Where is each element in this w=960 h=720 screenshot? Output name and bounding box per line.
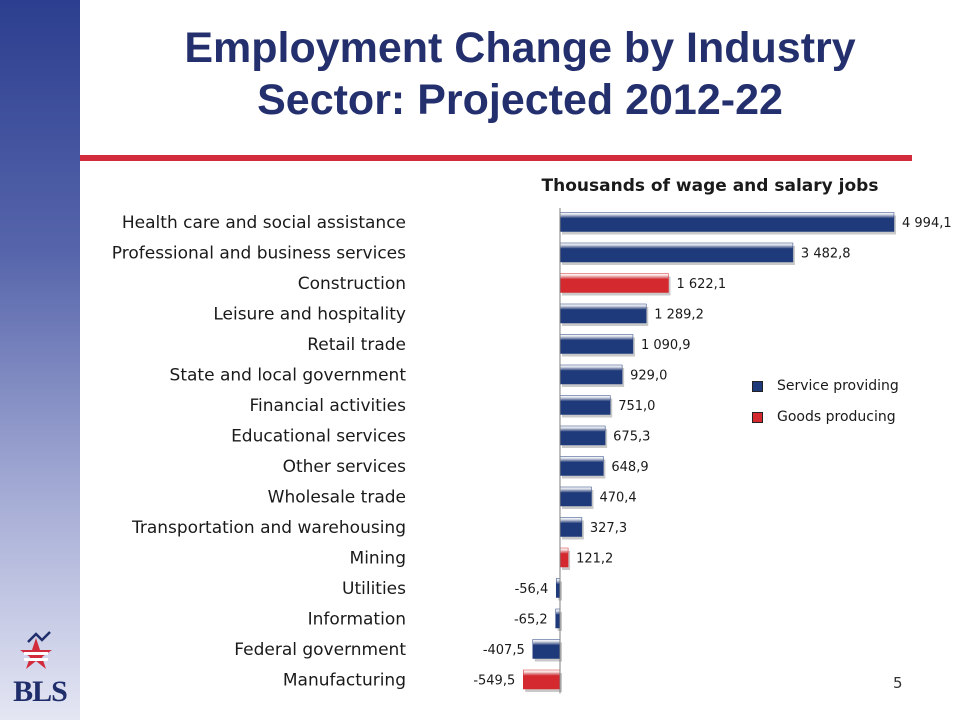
chart-legend: Service providing Goods producing bbox=[752, 376, 899, 438]
data-label: -549,5 bbox=[473, 674, 515, 689]
bar-goods bbox=[523, 669, 561, 690]
bar-service bbox=[559, 212, 895, 232]
category-label: Retail trade bbox=[307, 335, 406, 355]
category-label: Utilities bbox=[342, 579, 406, 599]
data-label: 470,4 bbox=[599, 491, 636, 506]
title-line-1: Employment Change by Industry bbox=[184, 24, 856, 72]
data-label: 648,9 bbox=[611, 460, 648, 475]
legend-label-goods: Goods producing bbox=[777, 409, 896, 425]
bls-star-icon bbox=[20, 631, 52, 669]
title-rule bbox=[80, 155, 912, 161]
title-line-2: Sector: Projected 2012-22 bbox=[257, 76, 783, 124]
data-label: -65,2 bbox=[514, 613, 548, 628]
legend-item-service: Service providing bbox=[752, 376, 899, 396]
bar-goods bbox=[559, 273, 669, 293]
data-label: 675,3 bbox=[613, 430, 650, 445]
data-label: 3 482,8 bbox=[801, 247, 851, 262]
bar-service bbox=[559, 517, 583, 537]
bar-service bbox=[559, 456, 604, 476]
bar-goods bbox=[559, 547, 569, 568]
bls-logo-text: BLS bbox=[13, 675, 68, 708]
bar-service bbox=[559, 334, 634, 354]
category-label: Construction bbox=[298, 274, 406, 294]
category-label: Professional and business services bbox=[112, 244, 406, 264]
bar-service bbox=[559, 395, 611, 415]
bar-service bbox=[559, 242, 794, 263]
category-label: Educational services bbox=[231, 427, 406, 447]
category-label: Mining bbox=[350, 549, 406, 569]
category-label: Manufacturing bbox=[283, 671, 406, 691]
data-label: 4 994,1 bbox=[902, 216, 952, 231]
legend-swatch-service bbox=[752, 380, 763, 392]
data-label: 327,3 bbox=[590, 521, 627, 536]
bar-service bbox=[555, 608, 561, 629]
legend-label-service: Service providing bbox=[777, 378, 899, 394]
data-label: 1 090,9 bbox=[641, 338, 691, 353]
page-number: 5 bbox=[893, 674, 903, 692]
data-label: -56,4 bbox=[515, 582, 549, 597]
side-band bbox=[0, 0, 80, 720]
category-label: Federal government bbox=[234, 640, 406, 660]
data-label: 929,0 bbox=[630, 369, 667, 384]
data-label: 751,0 bbox=[618, 399, 655, 414]
bar-service bbox=[559, 303, 647, 324]
data-label: 1 622,1 bbox=[676, 277, 726, 292]
data-label: 1 289,2 bbox=[654, 308, 704, 323]
data-label: 121,2 bbox=[576, 552, 613, 567]
bar-service bbox=[532, 639, 561, 659]
category-label: Leisure and hospitality bbox=[213, 305, 406, 325]
data-label: -407,5 bbox=[483, 643, 525, 658]
bar-service bbox=[559, 486, 592, 507]
legend-item-goods: Goods producing bbox=[752, 407, 899, 427]
slide-title: Employment Change by Industry Sector: Pr… bbox=[80, 22, 960, 126]
bar-service bbox=[559, 425, 606, 446]
category-label: State and local government bbox=[170, 366, 407, 386]
category-label: Wholesale trade bbox=[268, 488, 406, 508]
legend-swatch-goods bbox=[752, 411, 763, 423]
bar-service bbox=[559, 364, 623, 385]
bar-service bbox=[555, 578, 561, 598]
category-label: Information bbox=[308, 610, 406, 630]
category-label: Transportation and warehousing bbox=[131, 518, 406, 538]
category-label: Other services bbox=[283, 457, 407, 477]
category-label: Health care and social assistance bbox=[122, 213, 406, 233]
category-label: Financial activities bbox=[250, 396, 407, 416]
chart-title: Thousands of wage and salary jobs bbox=[541, 176, 879, 196]
